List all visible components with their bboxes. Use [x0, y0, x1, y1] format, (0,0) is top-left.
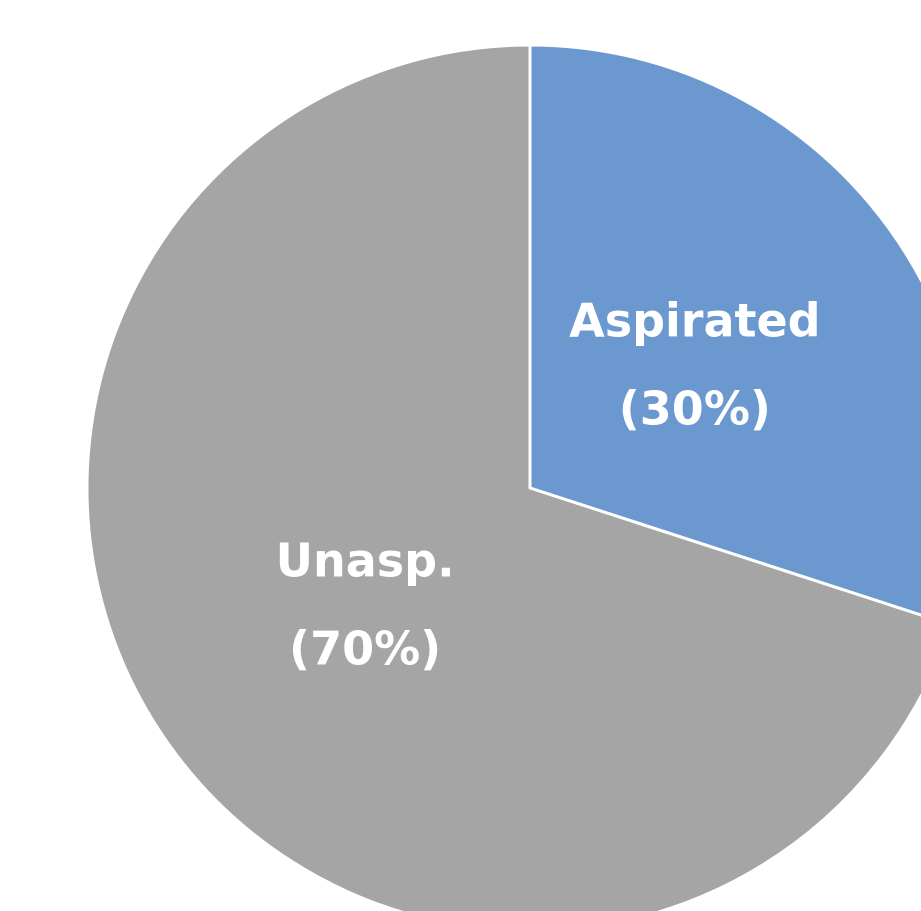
slice-label: Unasp. [276, 533, 455, 587]
slice-value-label: (30%) [619, 382, 771, 436]
pie-slice [85, 43, 921, 911]
slice-value-label: (70%) [289, 621, 441, 675]
pie-slice [528, 43, 921, 617]
slice-label: Aspirated [569, 294, 821, 348]
